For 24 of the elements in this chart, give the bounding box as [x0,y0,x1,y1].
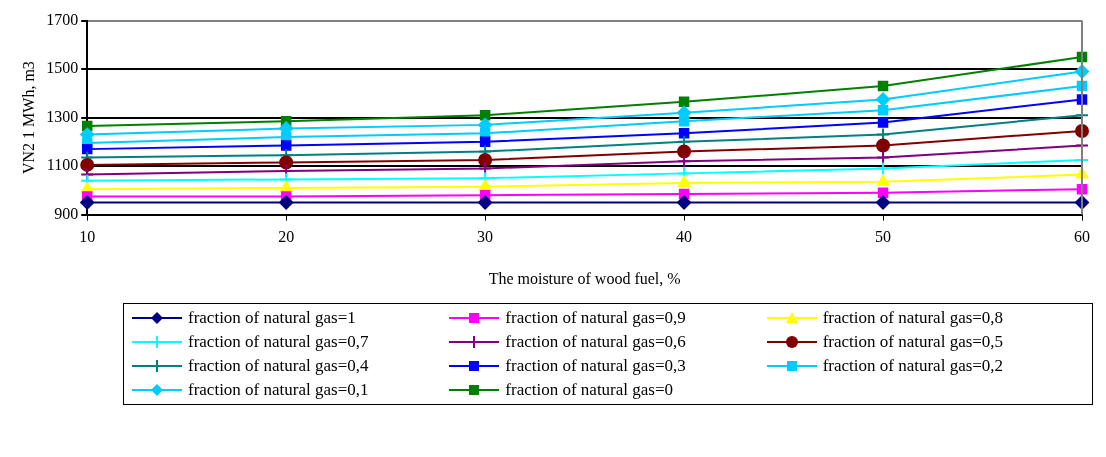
x-tick-label: 30 [477,228,494,246]
x-tick-label: 40 [676,228,693,246]
y-tick-label: 1100 [46,156,79,174]
legend-label: fraction of natural gas=0,3 [505,356,686,376]
y-tick-label: 900 [54,204,79,222]
legend-label: fraction of natural gas=0,5 [822,332,1004,352]
x-tick-label: 60 [1074,228,1090,246]
legend-label: fraction of natural gas=0,6 [505,332,686,352]
y-tick-label: 1500 [46,59,79,77]
legend-label: fraction of natural gas=1 [188,308,356,328]
legend-label: fraction of natural gas=0,1 [188,380,369,400]
x-axis-title: The moisture of wood fuel, % [488,269,681,287]
x-tick-label: 10 [79,228,96,246]
y-axis-title: VN2 1 MWh, m3 [19,61,37,175]
legend-label: fraction of natural gas=0,4 [188,356,369,376]
legend-label: fraction of natural gas=0,7 [188,332,369,352]
y-tick-label: 1300 [46,107,79,125]
legend-label: fraction of natural gas=0 [505,380,674,400]
x-tick-label: 50 [875,228,892,246]
legend-label: fraction of natural gas=0,8 [822,308,1004,328]
legend-label: fraction of natural gas=0,9 [505,308,686,328]
x-tick-label: 20 [278,228,295,246]
legend-label: fraction of natural gas=0,2 [822,356,1004,376]
y-tick-label: 1700 [46,10,79,28]
